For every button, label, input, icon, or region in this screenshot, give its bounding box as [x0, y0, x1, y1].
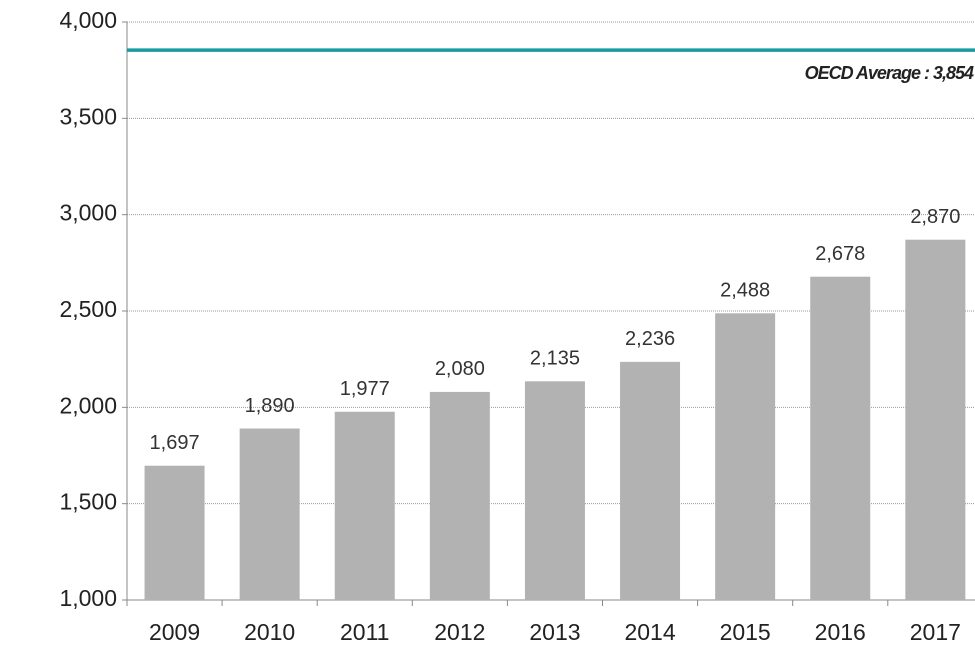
value-label: 2,870 — [910, 206, 960, 228]
value-label: 1,977 — [340, 378, 390, 400]
x-tick-label: 2015 — [720, 619, 771, 645]
bar — [334, 411, 395, 600]
x-tick-label: 2011 — [340, 619, 389, 645]
reference-label: OECD Average : 3,854 — [805, 63, 974, 83]
y-tick-label: 1,500 — [59, 489, 117, 515]
bar — [810, 276, 871, 600]
x-tick-label: 2016 — [815, 619, 866, 645]
y-tick-label: 4,000 — [59, 7, 117, 33]
y-tick-label: 3,000 — [59, 200, 117, 226]
value-label: 1,890 — [245, 395, 295, 417]
bar — [239, 428, 300, 600]
bar — [429, 391, 490, 600]
value-label: 2,488 — [720, 280, 770, 302]
y-tick-label: 2,500 — [59, 296, 117, 322]
x-tick-label: 2012 — [434, 619, 485, 645]
y-tick-label: 3,500 — [59, 103, 117, 129]
x-tick-label: 2013 — [529, 619, 580, 645]
x-tick-label: 2017 — [910, 619, 961, 645]
bar — [905, 239, 966, 601]
x-tick-label: 2010 — [244, 619, 295, 645]
value-label: 2,135 — [530, 348, 580, 370]
y-tick-label: 2,000 — [59, 392, 117, 418]
bar — [144, 465, 205, 600]
value-label: 1,697 — [150, 432, 200, 454]
x-tick-label: 2009 — [149, 619, 200, 645]
value-label: 2,080 — [435, 358, 485, 380]
y-tick-label: 1,000 — [59, 585, 117, 611]
x-tick-label: 2014 — [624, 619, 675, 645]
bar — [715, 313, 776, 600]
value-label: 2,236 — [625, 328, 675, 350]
value-label: 2,678 — [815, 243, 865, 265]
bar — [620, 361, 681, 600]
bar — [524, 381, 585, 600]
